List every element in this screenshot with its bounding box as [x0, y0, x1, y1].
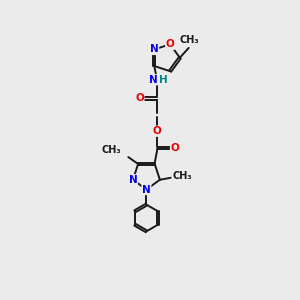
Text: CH₃: CH₃ [180, 35, 200, 45]
Text: O: O [166, 39, 174, 49]
Text: O: O [170, 143, 179, 153]
Text: O: O [135, 93, 144, 103]
Text: CH₃: CH₃ [102, 145, 122, 155]
Text: N: N [149, 75, 158, 85]
Text: N: N [150, 44, 159, 54]
Text: N: N [142, 184, 151, 194]
Text: O: O [153, 126, 162, 136]
Text: N: N [129, 175, 137, 185]
Text: CH₃: CH₃ [172, 171, 192, 181]
Text: H: H [159, 75, 168, 85]
